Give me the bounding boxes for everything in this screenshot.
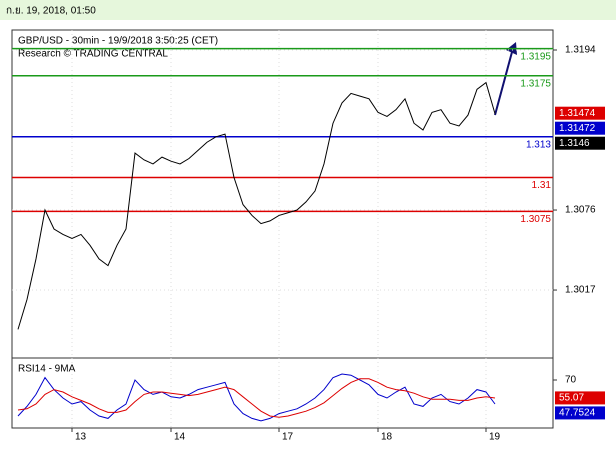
price-tag-label: 55.07 [559,393,584,404]
price-tag-label: 47.7524 [559,408,596,419]
y-tick-label: 1.3017 [565,285,596,296]
series-line [17,373,496,422]
series-line [17,378,496,418]
frame [11,29,554,429]
price-tag-label: 1.31472 [559,123,596,134]
y-tick-label: 1.3194 [565,45,596,56]
price-tag-label: 1.31474 [559,108,596,119]
forecast-arrow [494,51,513,116]
x-tick-label: 19 [489,432,501,443]
price-tag [555,136,605,150]
y-tick-label: 1.3076 [565,205,596,216]
series-line [17,81,496,330]
chart-title: GBP/USD - 30min - 19/9/2018 3:50:25 (CET… [18,36,218,47]
x-tick-label: 17 [282,432,294,443]
price-tag [555,121,605,135]
level-label: 1.3195 [520,51,551,62]
price-tag [555,106,605,120]
top-bar [0,0,616,20]
price-tag-label: 1.3146 [559,138,590,149]
chart-subtitle: Research © TRADING CENTRAL [18,49,168,60]
rsi-title: RSI14 - 9MA [18,364,76,375]
level-label: 1.31 [532,180,552,191]
y-tick-label: 70 [565,375,577,386]
level-label: 1.3075 [520,214,551,225]
level-label: 1.313 [526,139,551,150]
x-tick-label: 18 [381,432,393,443]
price-tag [555,406,605,420]
price-tag [555,391,605,405]
x-tick-label: 13 [75,432,87,443]
level-label: 1.3175 [520,78,551,89]
date-label: ก.ย. 19, 2018, 01:50 [6,6,96,17]
x-tick-label: 14 [174,432,186,443]
